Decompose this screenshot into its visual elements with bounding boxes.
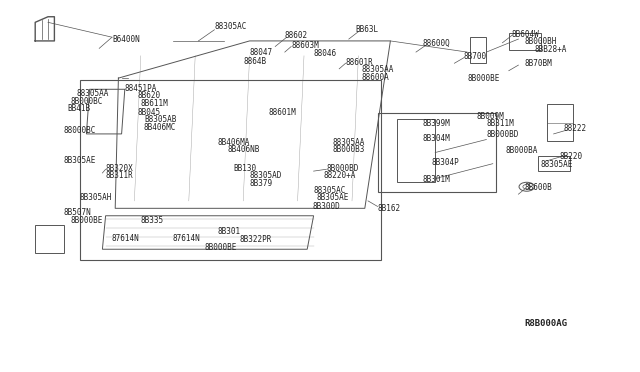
Text: 8B220: 8B220 <box>560 152 583 161</box>
Text: 88600Q: 88600Q <box>422 39 450 48</box>
Text: 88601R: 88601R <box>346 58 373 67</box>
Text: 8B311R: 8B311R <box>106 171 133 180</box>
Text: 8B320X: 8B320X <box>106 164 133 173</box>
Text: 88305AA: 88305AA <box>333 138 365 147</box>
Text: 8B70BM: 8B70BM <box>525 60 552 68</box>
Text: 8B322PR: 8B322PR <box>240 235 273 244</box>
Text: BB63L: BB63L <box>355 25 378 34</box>
Text: BB130: BB130 <box>234 164 257 173</box>
Text: 8B335: 8B335 <box>141 216 164 225</box>
Text: 8B000BH: 8B000BH <box>525 37 557 46</box>
Bar <box>378 113 496 192</box>
Text: 87614N: 87614N <box>173 234 200 243</box>
Text: 8B000B3: 8B000B3 <box>333 145 365 154</box>
Text: R8B000AG: R8B000AG <box>525 319 568 328</box>
Text: 8B406MC: 8B406MC <box>144 123 177 132</box>
Text: 88222: 88222 <box>563 124 586 133</box>
Text: 88600A: 88600A <box>362 73 389 82</box>
Text: 8B399M: 8B399M <box>422 119 450 128</box>
Bar <box>80 80 381 260</box>
Text: B6400N: B6400N <box>112 35 140 44</box>
Text: B8305AB: B8305AB <box>144 115 177 124</box>
Text: 88305AA: 88305AA <box>77 89 109 98</box>
Text: 88601M: 88601M <box>269 108 296 117</box>
Text: 88451PA: 88451PA <box>125 84 157 93</box>
Text: 8B301: 8B301 <box>218 227 241 236</box>
Text: 8B000BD: 8B000BD <box>326 164 359 173</box>
Text: 8B311M: 8B311M <box>486 119 514 128</box>
Text: 8864B: 8864B <box>243 57 266 66</box>
Text: 8B304M: 8B304M <box>422 134 450 143</box>
Text: 8B406MA: 8B406MA <box>218 138 250 147</box>
Text: 8B379: 8B379 <box>250 179 273 187</box>
Text: 8B300D: 8B300D <box>312 202 340 211</box>
Text: 8B611M: 8B611M <box>141 99 168 108</box>
Text: 88220+A: 88220+A <box>323 171 356 180</box>
Text: 8B000BE: 8B000BE <box>70 216 103 225</box>
Text: 8B000BE: 8B000BE <box>205 243 237 252</box>
Text: 8B000BC: 8B000BC <box>70 97 103 106</box>
Text: 8B700: 8B700 <box>464 52 487 61</box>
Text: 8B406NB: 8B406NB <box>227 145 260 154</box>
Text: 88046: 88046 <box>314 49 337 58</box>
Text: 8B301M: 8B301M <box>422 175 450 184</box>
Text: 8B000BE: 8B000BE <box>467 74 500 83</box>
Text: 8B305AH: 8B305AH <box>80 193 113 202</box>
Text: 88305AD: 88305AD <box>250 171 282 180</box>
Text: 8B620: 8B620 <box>138 92 161 100</box>
Text: 88047: 88047 <box>250 48 273 57</box>
Text: 8B162: 8B162 <box>378 204 401 213</box>
Text: 8B507N: 8B507N <box>64 208 92 217</box>
Text: 88603M: 88603M <box>291 41 319 50</box>
Text: 88000BC: 88000BC <box>64 126 97 135</box>
Text: 88305AA: 88305AA <box>362 65 394 74</box>
Text: 88305AC: 88305AC <box>214 22 247 31</box>
Text: 87614N: 87614N <box>112 234 140 243</box>
Text: 8B045: 8B045 <box>138 108 161 117</box>
Text: 88602: 88602 <box>285 31 308 40</box>
Text: 88305AC: 88305AC <box>314 186 346 195</box>
Text: 8BB28+A: 8BB28+A <box>534 45 567 54</box>
Text: 8B604W: 8B604W <box>512 30 540 39</box>
Text: 8B305AE: 8B305AE <box>64 156 97 165</box>
Text: 8B009M: 8B009M <box>477 112 504 121</box>
Text: 88305AE: 88305AE <box>541 160 573 169</box>
Text: BB41B: BB41B <box>67 104 90 113</box>
Text: 8B600B: 8B600B <box>525 183 552 192</box>
Text: 8B304P: 8B304P <box>432 158 460 167</box>
Text: 8B305AE: 8B305AE <box>317 193 349 202</box>
Text: 8B000BA: 8B000BA <box>506 146 538 155</box>
Text: 8B000BD: 8B000BD <box>486 130 519 139</box>
